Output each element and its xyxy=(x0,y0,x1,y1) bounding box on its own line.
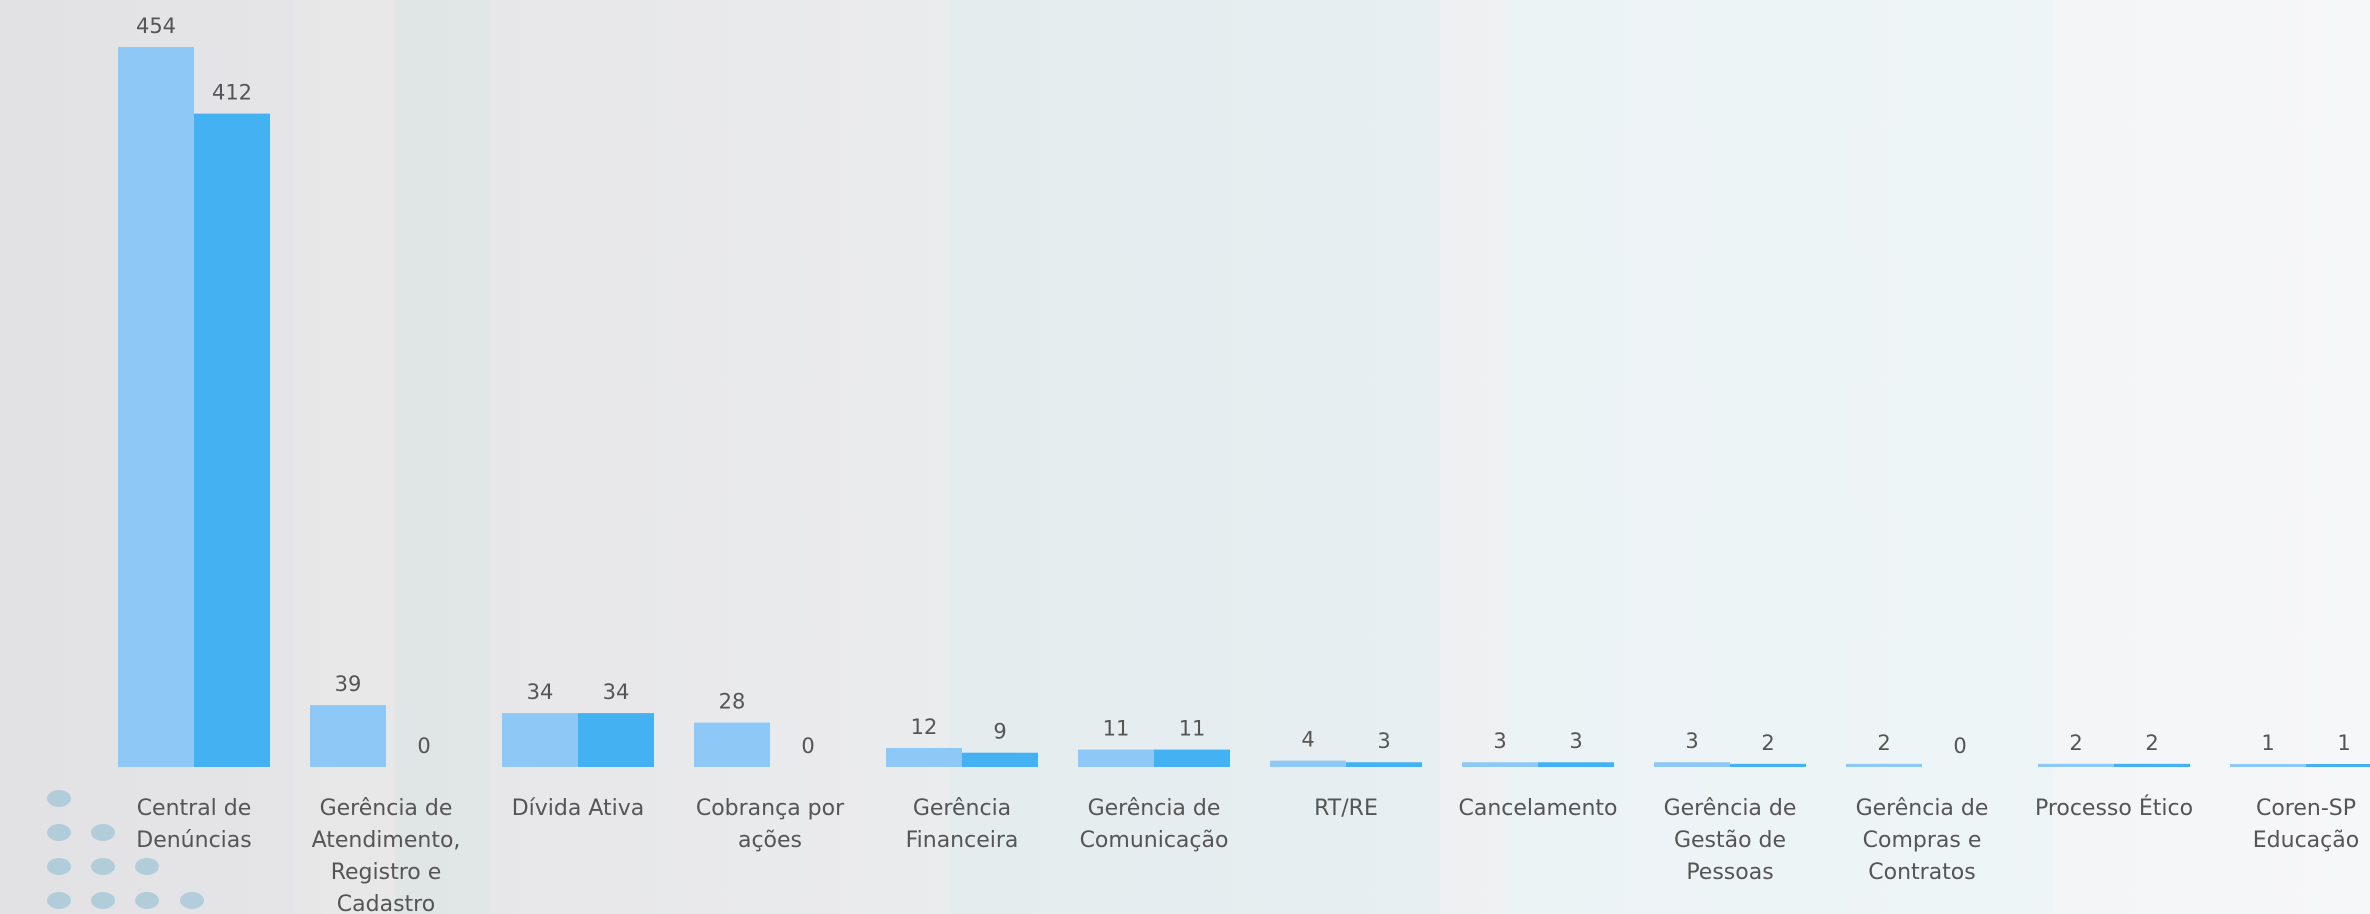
bar-1-0 xyxy=(118,47,194,767)
bar-2-6 xyxy=(1346,762,1422,767)
category-label: Gerência Financeira xyxy=(906,796,1019,853)
data-label: 0 xyxy=(1953,734,1966,758)
category-label: Coren-SP Educação xyxy=(2253,796,2359,853)
data-label: 39 xyxy=(335,672,362,696)
data-label: 2 xyxy=(1877,731,1890,755)
data-label: 3 xyxy=(1569,729,1582,753)
category-label: RT/RE xyxy=(1314,796,1378,821)
data-label: 0 xyxy=(417,734,430,758)
bar-1-3 xyxy=(694,722,770,767)
data-label: 3 xyxy=(1493,729,1506,753)
data-label: 3 xyxy=(1685,729,1698,753)
bar-1-11 xyxy=(2230,764,2306,767)
data-label: 11 xyxy=(1103,717,1130,741)
data-label: 11 xyxy=(1179,717,1206,741)
bar-1-2 xyxy=(502,713,578,767)
category-label: Central de Denúncias xyxy=(136,796,251,853)
data-label: 4 xyxy=(1301,728,1314,752)
bar-2-11 xyxy=(2306,764,2370,767)
data-label: 2 xyxy=(1761,731,1774,755)
bar-1-1 xyxy=(310,705,386,767)
category-label: Gerência de Compras e Contratos xyxy=(1856,796,1989,885)
bar-1-10 xyxy=(2038,763,2114,767)
category-label: Processo Ético xyxy=(2035,795,2193,821)
bar-1-4 xyxy=(886,747,962,767)
data-label: 2 xyxy=(2069,731,2082,755)
data-label: 34 xyxy=(527,680,554,704)
bar-2-0 xyxy=(194,113,270,768)
bar-2-4 xyxy=(962,752,1038,767)
bar-1-8 xyxy=(1654,762,1730,767)
category-label: Gerência de Comunicação xyxy=(1080,796,1229,853)
bar-1-9 xyxy=(1846,763,1922,767)
category-label: Cobrança por ações xyxy=(696,796,845,853)
bar-2-7 xyxy=(1538,762,1614,767)
bar-1-5 xyxy=(1078,749,1154,767)
bar-2-5 xyxy=(1154,749,1230,767)
bar-1-7 xyxy=(1462,762,1538,767)
data-label: 1 xyxy=(2337,731,2350,755)
bar-2-2 xyxy=(578,713,654,767)
data-label: 34 xyxy=(603,680,630,704)
data-label: 28 xyxy=(719,690,746,714)
category-label: Cancelamento xyxy=(1458,796,1617,821)
bar-1-6 xyxy=(1270,760,1346,767)
data-label: 12 xyxy=(911,715,938,739)
data-label: 3 xyxy=(1377,729,1390,753)
category-label: Gerência de Atendimento, Registro e Cadastr… xyxy=(312,796,461,914)
data-label: 1 xyxy=(2261,731,2274,755)
data-label: 2 xyxy=(2145,731,2158,755)
data-label: 412 xyxy=(212,81,252,105)
category-label: Dívida Ativa xyxy=(512,796,645,821)
data-label: 9 xyxy=(993,720,1006,744)
bar-2-10 xyxy=(2114,763,2190,767)
bar-2-8 xyxy=(1730,763,1806,767)
data-label: 454 xyxy=(136,14,176,38)
data-label: 0 xyxy=(801,734,814,758)
category-label: Gerência de Gestão de Pessoas xyxy=(1664,796,1797,885)
